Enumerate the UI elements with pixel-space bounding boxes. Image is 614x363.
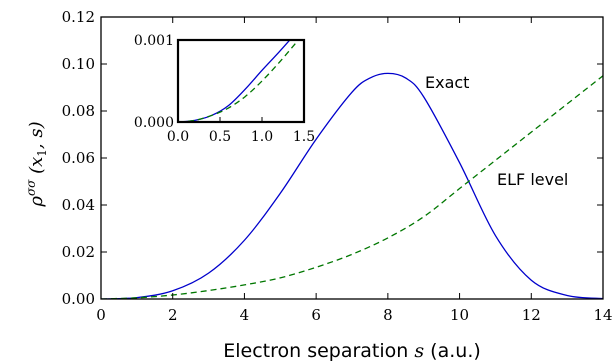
main-x-tick-label: 8 <box>383 306 393 324</box>
inset-y-tick-label: 0.000 <box>134 115 174 131</box>
main-y-tick-label: 0.02 <box>62 243 95 261</box>
inset-x-tick-label: 0.0 <box>167 129 189 145</box>
inset-y-tick-label: 0.001 <box>134 33 174 49</box>
main-x-tick-label: 14 <box>593 306 612 324</box>
main-x-tick-label: 6 <box>311 306 321 324</box>
main-y-tick-label: 0.00 <box>62 290 95 308</box>
inset-x-tick-label: 1.0 <box>251 129 273 145</box>
y-axis-label: ρσσ (x1, s) <box>24 121 49 207</box>
inset-plot: 0.0 0.5 1.0 1.5 0.000 0.001 <box>134 33 315 145</box>
main-x-tick-label: 0 <box>96 306 106 324</box>
main-series-elf-level-line <box>101 75 603 299</box>
annotation-exact: Exact <box>425 73 469 92</box>
main-series-exact-line <box>101 72 603 299</box>
inset-series-exact-line <box>178 40 291 122</box>
main-y-tick-label: 0.12 <box>62 8 95 26</box>
main-y-tick-label: 0.06 <box>62 149 95 167</box>
main-plot: 0 2 4 6 8 10 12 14 0.00 0.02 0.04 0.06 0.08 0.10 0.12 <box>62 8 613 324</box>
inset-frame <box>176 38 306 124</box>
main-x-tick-label: 10 <box>450 306 469 324</box>
inset-x-tick-label: 1.5 <box>293 129 315 145</box>
main-y-tick-label: 0.08 <box>62 102 95 120</box>
main-x-tick-label: 4 <box>240 306 250 324</box>
inset-x-tick-label: 0.5 <box>209 129 231 145</box>
inset-series-elf-level-line <box>178 42 297 122</box>
main-x-tick-label: 2 <box>168 306 178 324</box>
annotation-elf-level: ELF level <box>497 170 568 189</box>
main-y-tick-label: 0.10 <box>62 55 95 73</box>
main-y-tick-label: 0.04 <box>62 196 95 214</box>
x-axis-label: Electron separation s (a.u.) <box>223 340 481 362</box>
main-x-tick-label: 12 <box>522 306 541 324</box>
